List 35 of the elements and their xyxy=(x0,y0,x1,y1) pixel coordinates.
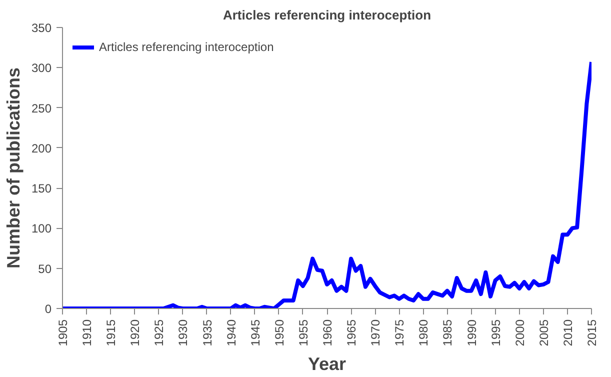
x-tick-label: 1915 xyxy=(104,319,118,346)
x-tick-label: 1950 xyxy=(272,319,286,346)
x-tick-label: 1980 xyxy=(416,319,431,346)
y-tick-label: 150 xyxy=(31,182,52,196)
y-axis-title: Number of publications xyxy=(3,67,24,269)
y-tick-label: 0 xyxy=(44,302,52,316)
x-tick-label: 1990 xyxy=(464,319,479,346)
y-tick-label: 200 xyxy=(31,141,52,156)
x-tick-label: 2010 xyxy=(560,319,575,346)
x-tick-label: 1925 xyxy=(152,319,166,346)
y-tick-label: 50 xyxy=(38,262,52,276)
y-tick-label: 100 xyxy=(31,222,52,236)
x-tick-label: 2000 xyxy=(512,319,527,346)
x-tick-label: 2015 xyxy=(585,319,599,346)
x-tick-label: 1930 xyxy=(176,319,190,346)
x-tick-label: 1935 xyxy=(200,319,214,346)
x-tick-label: 1965 xyxy=(344,319,359,346)
y-tick-label: 300 xyxy=(31,61,52,76)
chart-title: Articles referencing interoception xyxy=(222,8,432,22)
x-tick-label: 1940 xyxy=(224,319,238,346)
x-tick-label: 1960 xyxy=(320,319,334,346)
x-tick-label: 1970 xyxy=(368,319,383,346)
x-tick-label: 1945 xyxy=(248,319,262,346)
y-tick-label: 350 xyxy=(31,21,52,35)
x-tick-label: 1910 xyxy=(80,319,94,346)
legend-label: Articles referencing interoception xyxy=(99,40,274,54)
y-tick-label: 250 xyxy=(31,101,52,116)
x-tick-label: 1920 xyxy=(128,319,142,346)
x-tick-label: 1985 xyxy=(440,319,455,346)
x-axis-title: Year xyxy=(308,354,346,374)
x-tick-label: 1975 xyxy=(392,319,407,346)
x-tick-label: 2005 xyxy=(536,319,551,346)
x-tick-label: 1955 xyxy=(296,319,310,346)
x-tick-label: 1905 xyxy=(56,319,70,346)
x-tick-label: 1995 xyxy=(488,319,503,346)
